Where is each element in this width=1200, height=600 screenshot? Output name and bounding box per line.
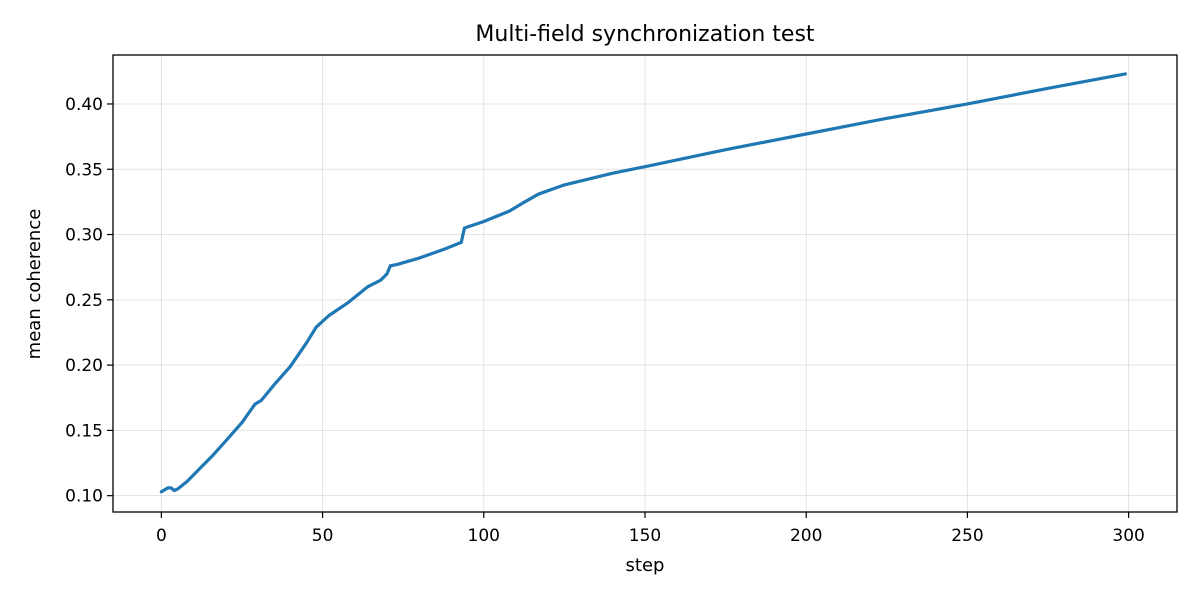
x-tick-label: 250 (951, 526, 983, 546)
x-tick-label: 200 (790, 526, 822, 546)
y-tick-label: 0.40 (65, 95, 103, 115)
y-axis-ticks: 0.10 0.15 0.20 0.25 0.30 0.35 0.40 (65, 95, 113, 507)
x-tick-label: 300 (1112, 526, 1144, 546)
series-lines (159, 72, 1128, 494)
x-axis-label: step (626, 555, 665, 576)
y-tick-label: 0.15 (65, 421, 103, 441)
x-tick-label: 0 (156, 526, 167, 546)
y-tick-label: 0.30 (65, 226, 103, 246)
y-tick-label: 0.20 (65, 356, 103, 376)
y-tick-label: 0.10 (65, 487, 103, 507)
chart-title: Multi-field synchronization test (475, 22, 815, 47)
y-axis-label: mean coherence (24, 209, 45, 360)
grid-lines (113, 55, 1177, 512)
x-axis-ticks: 0 50 100 150 200 250 300 (156, 512, 1145, 546)
y-tick-label: 0.35 (65, 160, 103, 180)
x-tick-label: 150 (629, 526, 661, 546)
y-tick-label: 0.25 (65, 291, 103, 311)
series-line (159, 72, 1128, 494)
x-tick-label: 100 (468, 526, 500, 546)
x-tick-label: 50 (312, 526, 334, 546)
